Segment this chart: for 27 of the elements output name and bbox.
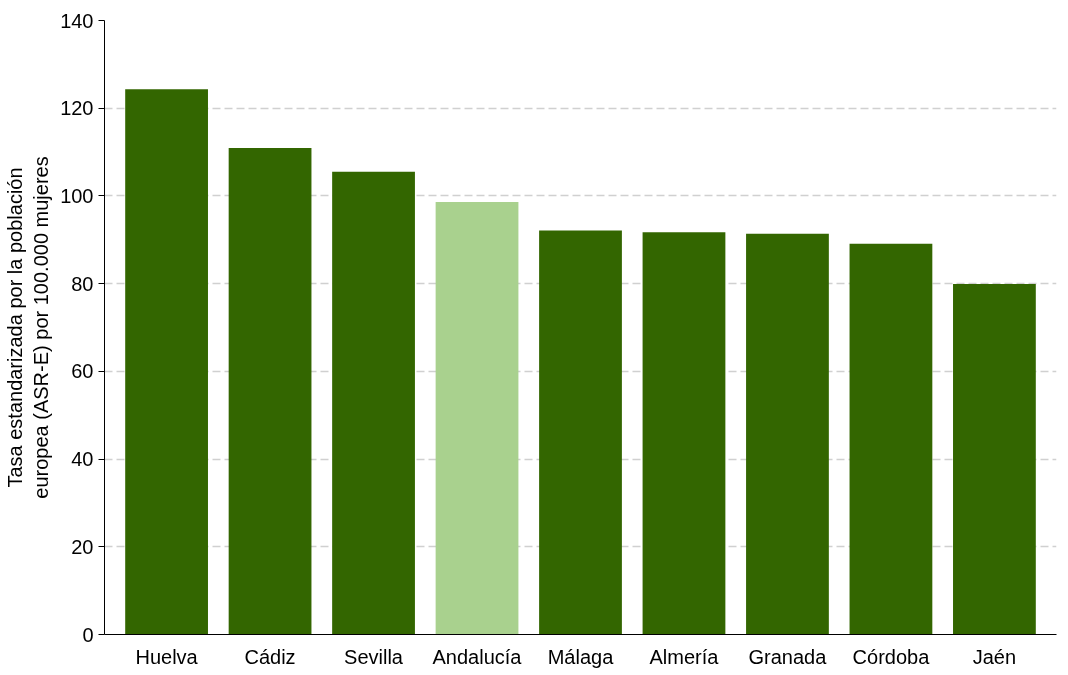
x-tick-label: Almería (649, 645, 720, 668)
y-tick-label: 0 (82, 623, 94, 646)
bar (746, 233, 829, 635)
x-tick-label: Córdoba (852, 645, 931, 668)
y-tick-label: 100 (60, 184, 94, 207)
x-tick-label: Andalucía (432, 645, 523, 668)
x-tick-label: Jaén (972, 645, 1017, 668)
y-tick-label: 60 (71, 360, 94, 383)
x-tick-label: Cádiz (244, 645, 296, 668)
y-tick-label: 140 (60, 9, 94, 32)
bar (125, 89, 208, 635)
y-tick-label: 80 (71, 272, 94, 295)
y-tick-label: 120 (60, 97, 94, 120)
bar (228, 148, 312, 635)
x-tick-label: Granada (748, 645, 828, 668)
x-tick-label: Málaga (547, 645, 615, 668)
bar (332, 171, 415, 635)
bar (435, 202, 519, 635)
x-tick-label: Sevilla (344, 645, 404, 668)
y-tick-label: 40 (71, 448, 94, 471)
y-tick-label: 20 (71, 535, 94, 558)
y-axis-title: Tasa estandarizada por la población europea (ASR-E) por 100.000 mujeres (3, 156, 53, 499)
x-tick-label: Huelva (135, 645, 199, 668)
bar (539, 230, 622, 635)
bar (642, 232, 726, 635)
bar (849, 243, 933, 635)
bar (953, 284, 1036, 635)
